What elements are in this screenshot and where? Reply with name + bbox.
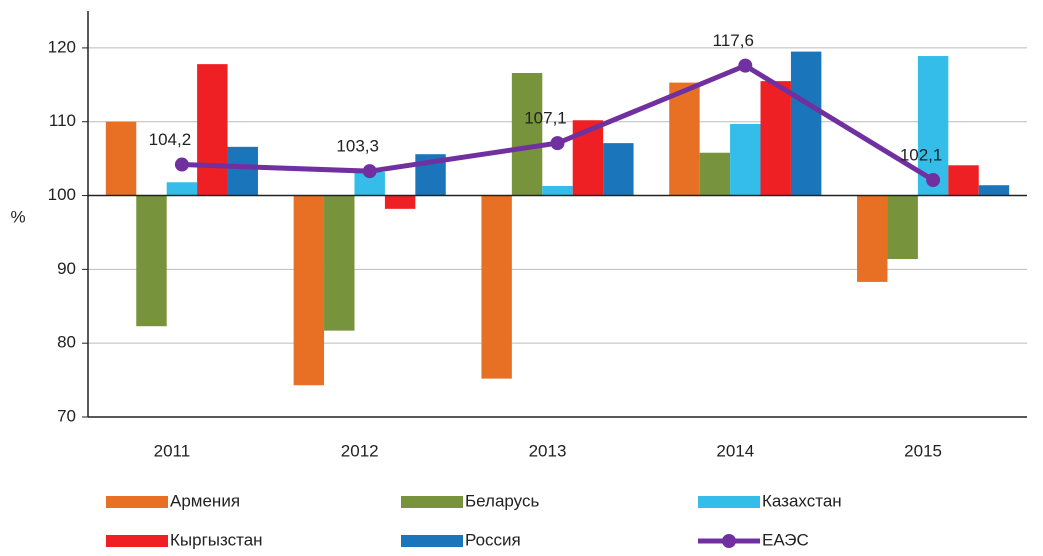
y-tick-label: 100 <box>48 185 76 204</box>
bar <box>760 81 791 196</box>
bar <box>105 121 137 196</box>
y-tick-label: 120 <box>48 37 76 56</box>
legend-label: Беларусь <box>465 491 539 510</box>
data-label: 102,1 <box>900 146 943 165</box>
bar <box>603 143 634 196</box>
bar <box>948 165 979 196</box>
legend-label: Россия <box>465 530 521 549</box>
y-tick-label: 80 <box>57 333 76 352</box>
bar <box>136 195 167 327</box>
x-tick-label: 2014 <box>716 441 754 460</box>
bar <box>730 123 761 196</box>
y-tick-label: 110 <box>49 111 76 130</box>
bar <box>790 51 822 196</box>
bar <box>887 195 918 260</box>
legend-swatch <box>401 496 463 508</box>
x-tick-label: 2013 <box>529 441 567 460</box>
bar <box>293 195 325 386</box>
bar <box>354 171 385 196</box>
line-point <box>550 136 565 151</box>
x-tick-label: 2011 <box>154 441 191 460</box>
bar <box>227 146 258 196</box>
bar <box>511 73 543 196</box>
legend-swatch <box>106 535 168 547</box>
legend-label: Кыргызстан <box>170 530 263 549</box>
y-tick-label: 70 <box>57 406 76 425</box>
bar <box>384 195 416 209</box>
y-axis-label: % <box>10 207 25 226</box>
legend-swatch <box>401 535 463 547</box>
bar <box>324 195 355 331</box>
y-tick-label: 90 <box>57 259 76 278</box>
legend-label: Армения <box>170 491 240 510</box>
data-label: 103,3 <box>336 137 379 156</box>
data-label: 117,6 <box>713 31 754 50</box>
data-label: 107,1 <box>524 109 567 128</box>
x-tick-label: 2012 <box>341 441 379 460</box>
bar <box>978 185 1010 196</box>
bar <box>481 195 512 379</box>
bar <box>699 152 731 196</box>
line-point <box>174 157 189 172</box>
legend-label: ЕАЭС <box>762 530 809 549</box>
line-point <box>738 58 753 73</box>
bar <box>542 185 573 196</box>
legend-swatch <box>722 534 736 548</box>
line-point <box>926 173 941 188</box>
data-label: 104,2 <box>149 130 192 149</box>
legend-swatch <box>106 496 168 508</box>
line-point <box>362 164 377 179</box>
bar <box>197 64 228 196</box>
legend-label: Казахстан <box>762 491 842 510</box>
bar <box>166 182 198 196</box>
x-tick-label: 2015 <box>904 441 942 460</box>
bar <box>669 82 700 196</box>
bar <box>857 195 888 282</box>
legend-swatch <box>698 496 760 508</box>
